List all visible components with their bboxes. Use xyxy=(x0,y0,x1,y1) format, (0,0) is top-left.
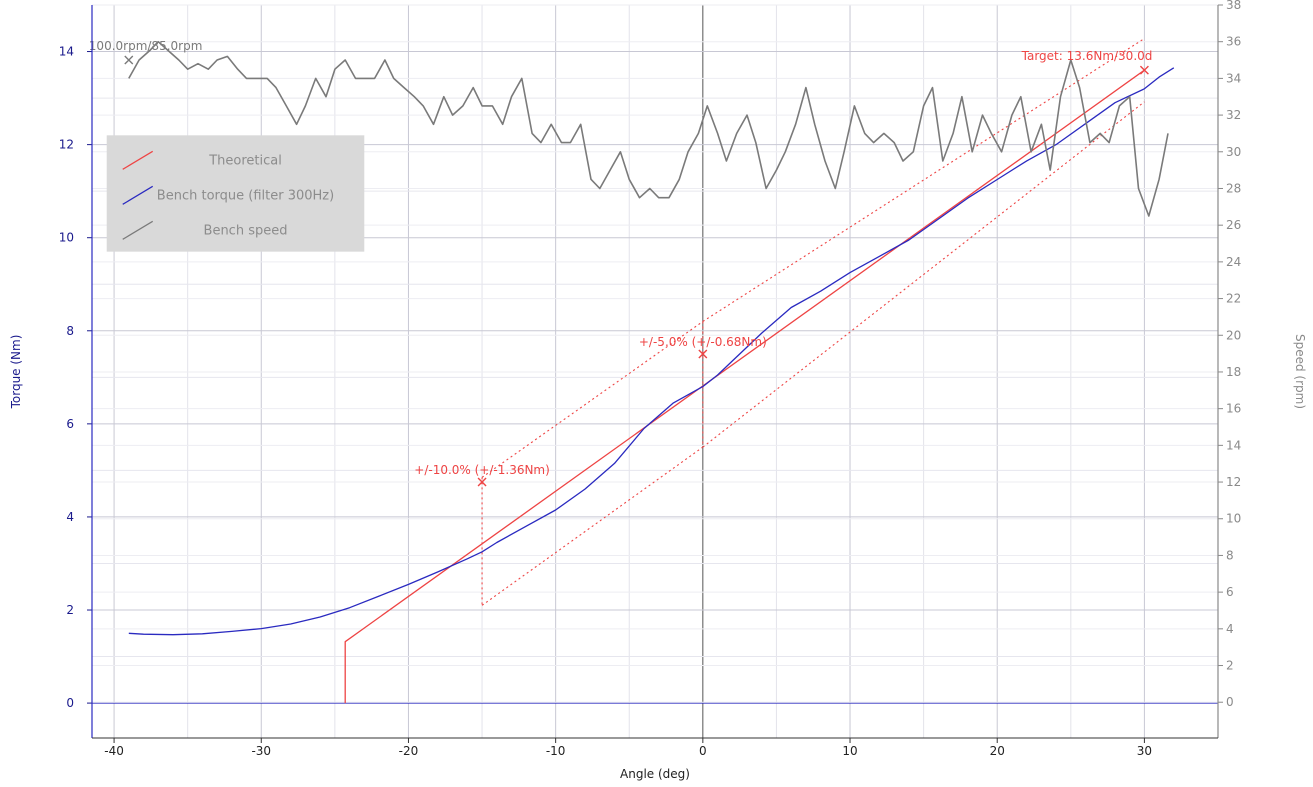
series-theoretical-line xyxy=(344,69,1145,704)
y-right-tick-label: 2 xyxy=(1226,659,1234,673)
y-left-tick-label: 14 xyxy=(59,45,74,59)
legend-label: Bench speed xyxy=(204,223,288,238)
x-tick-label: -30 xyxy=(251,744,271,758)
y-left-tick-label: 2 xyxy=(66,603,74,617)
legend-swatch xyxy=(122,220,154,240)
x-tick-label: 20 xyxy=(990,744,1005,758)
tolerance-marker xyxy=(698,349,708,359)
y-right-tick-label: 20 xyxy=(1226,328,1241,342)
y-left-tick-label: 8 xyxy=(66,324,74,338)
tolerance-bands xyxy=(481,38,1145,606)
y-right-tick-label: 14 xyxy=(1226,438,1241,452)
y-right-tick-label: 16 xyxy=(1226,402,1241,416)
y-right-tick-label: 10 xyxy=(1226,512,1241,526)
legend-label: Theoretical xyxy=(208,153,282,168)
y-right-tick-label: 28 xyxy=(1226,181,1241,195)
y-right-tick-label: 6 xyxy=(1226,585,1234,599)
y-right-tick-label: 32 xyxy=(1226,108,1241,122)
tolerance-label: +/-10.0% (+/-1.36Nm) xyxy=(414,463,550,477)
x-tick-label: -10 xyxy=(546,744,566,758)
point-marker xyxy=(1139,65,1149,75)
y-right-tick-label: 36 xyxy=(1226,35,1241,49)
speed-range-label: 100.0rpm/85.0rpm xyxy=(89,39,203,53)
series-layer xyxy=(128,40,1175,704)
marker-layer: +/-5.0% (+/-0.68Nm) +/-10.0% (+/-1.36Nm) T… xyxy=(89,39,1153,487)
left-axis-label: Torque (Nm) xyxy=(9,335,23,410)
tolerance-band-line xyxy=(702,101,1145,448)
point-marker xyxy=(124,55,134,65)
x-tick-label: 10 xyxy=(842,744,857,758)
y-right-tick-label: 26 xyxy=(1226,218,1241,232)
y-left-tick-label: 10 xyxy=(59,231,74,245)
y-left-tick-label: 4 xyxy=(66,510,74,524)
tolerance-marker xyxy=(477,477,487,487)
y-left-tick-label: 0 xyxy=(66,696,74,710)
x-tick-label: -20 xyxy=(399,744,419,758)
series-bench-torque-line xyxy=(128,67,1175,636)
x-tick-label: -40 xyxy=(104,744,124,758)
y-right-tick-label: 18 xyxy=(1226,365,1241,379)
y-right-tick-label: 8 xyxy=(1226,548,1234,562)
x-tick-label: 0 xyxy=(699,744,707,758)
legend-swatch xyxy=(122,150,154,170)
tolerance-band-line xyxy=(481,321,704,478)
x-tick-label: 30 xyxy=(1137,744,1152,758)
y-right-tick-label: 38 xyxy=(1226,0,1241,12)
legend-swatch xyxy=(122,185,154,205)
y-right-tick-label: 34 xyxy=(1226,71,1241,85)
y-right-tick-label: 0 xyxy=(1226,695,1234,709)
y-right-tick-label: 22 xyxy=(1226,292,1241,306)
tolerance-band-line xyxy=(481,446,704,606)
axes: -40 -30 -20 -10 0 10 20 30024681012140246810121… xyxy=(59,0,1242,758)
y-left-tick-label: 12 xyxy=(59,138,74,152)
target-label: Target: 13.6Nm/30.0d xyxy=(1021,49,1153,63)
legend-box xyxy=(106,135,365,252)
y-right-tick-label: 30 xyxy=(1226,145,1241,159)
x-axis-label: Angle (deg) xyxy=(620,767,690,781)
right-axis-label: Speed (rpm) xyxy=(1293,334,1307,409)
y-left-tick-label: 6 xyxy=(66,417,74,431)
legend: Theoretical Bench torque (filter 300Hz) Be… xyxy=(106,135,365,252)
tolerance-label: +/-5.0% (+/-0.68Nm) xyxy=(639,335,767,349)
y-right-tick-label: 4 xyxy=(1226,622,1234,636)
y-right-tick-label: 12 xyxy=(1226,475,1241,489)
series-bench-speed-line xyxy=(128,40,1169,217)
y-right-tick-label: 24 xyxy=(1226,255,1241,269)
legend-label: Bench torque (filter 300Hz) xyxy=(157,188,334,203)
